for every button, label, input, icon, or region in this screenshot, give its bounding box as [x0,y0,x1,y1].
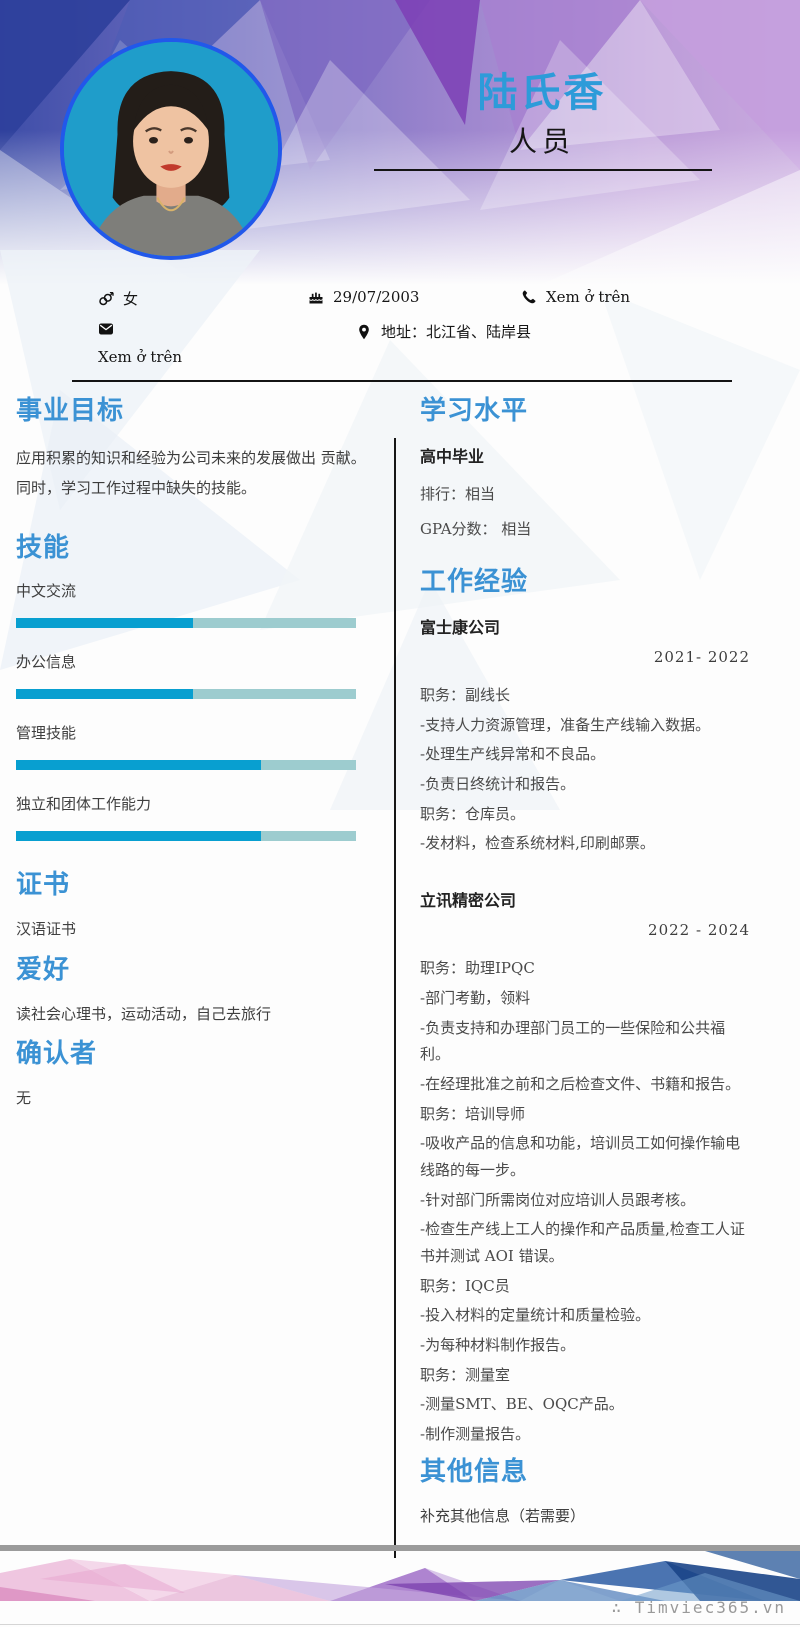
skills-list: 中文交流 办公信息 管理技能 独立和团体工作能力 [16,580,372,841]
skill-progress-bar [16,831,356,841]
skill-progress-fill [16,831,261,841]
education-gpa: GPA分数： 相当 [420,520,532,538]
hobbies-text: 读社会心理书，运动活动，自己去旅行 [16,1004,272,1023]
site-watermark: ∴ Timviec365.vn [611,1598,786,1617]
job-detail-line: -部门考勤，领料 [420,988,531,1007]
skill-item: 独立和团体工作能力 [16,793,372,841]
job-detail-line: -制作测量报告。 [420,1425,531,1444]
job-detail-line: -负责日终统计和报告。 [420,775,576,794]
section-heading-other: 其他信息 [420,1455,529,1486]
certificate-text: 汉语证书 [16,920,77,938]
contact-gender: 女 [98,288,138,309]
column-divider [394,438,396,1558]
location-icon [359,324,369,339]
address-value: 地址：北江省、陆岸县 [381,323,532,341]
section-heading-experience: 工作经验 [420,566,529,596]
profile-photo [60,38,282,260]
company-name: 富士康公司 [420,618,501,637]
profile-photo-illustration [64,42,278,256]
skill-label: 办公信息 [16,653,77,671]
job-detail-lines: 职务：副线长 -支持人力资源管理，准备生产线输入数据。 -处理生产线异常和不良品。 -… [420,682,750,857]
phone-icon [522,290,536,304]
employment-period: 2022 - 2024 [648,921,750,940]
skill-progress-bar [16,689,356,699]
right-column: 学习水平 高中毕业 排行：相当 GPA分数： 相当 工作经验 富士康公司 202… [420,390,750,1535]
job-detail-line: 职务：仓库员。 [420,804,526,823]
education-degree: 高中毕业 [420,447,485,466]
job-detail-lines: 职务：助理IPQC -部门考勤，领料 -负责支持和办理部门员工的一些保险和公共福利。… [420,955,750,1448]
skill-progress-fill [16,618,193,628]
job-detail-line: -为每种材料制作报告。 [420,1336,576,1355]
job-detail-line: -检查生产线上工人的操作和产品质量,检查工人证书并测试 AOI 错误。 [420,1220,745,1265]
birthday-value: 29/07/2003 [333,288,420,306]
employment-period: 2021- 2022 [653,648,750,666]
skill-progress-bar [16,618,356,628]
candidate-position: 人员 [508,125,575,158]
gender-icon [99,291,114,305]
phone-value: Xem ở trên [546,288,631,306]
experience-entry: 富士康公司 2021- 2022 职务：副线长 -支持人力资源管理，准备生产线输入… [420,614,750,857]
section-heading-objective: 事业目标 [16,395,125,425]
job-detail-line: -发材料，检查系统材料,印刷邮票。 [420,834,655,853]
section-heading-references: 确认者 [16,1038,98,1068]
experience-entry: 立讯精密公司 2022 - 2024 职务：助理IPQC -部门考勤，领料 -负责支… [420,887,750,1448]
email-icon [99,323,113,335]
job-detail-line: -针对部门所需岗位对应培训人员跟考核。 [420,1190,696,1209]
job-detail-line: -处理生产线异常和不良品。 [420,745,606,764]
bottom-hairline [0,1624,800,1625]
job-detail-line: 职务：培训导师 [420,1104,526,1123]
skill-item: 中文交流 [16,580,372,628]
objective-text: 应用积累的知识和经验为公司未来的发展做出 贡献。同时，学习工作过程中缺失的技能。 [16,449,366,497]
birthday-icon [309,292,323,304]
job-detail-line: -在经理批准之前和之后检查文件、书籍和报告。 [420,1074,741,1093]
footer-polygon-art [0,1551,800,1601]
skill-progress-fill [16,689,193,699]
skill-item: 管理技能 [16,722,372,770]
footer-gray-bar [0,1545,800,1551]
skill-progress-fill [16,760,261,770]
contact-email [98,321,114,337]
contact-address: 地址：北江省、陆岸县 [356,321,531,342]
email-value: Xem ở trên [98,348,183,366]
title-underline [374,169,712,171]
skill-progress-bar [16,760,356,770]
section-heading-certificates: 证书 [16,869,71,899]
left-column: 事业目标 应用积累的知识和经验为公司未来的发展做出 贡献。同时，学习工作过程中缺… [16,390,372,1118]
experience-list: 富士康公司 2021- 2022 职务：副线长 -支持人力资源管理，准备生产线输入… [420,614,750,1448]
job-detail-line: 职务：副线长 [420,686,511,704]
job-detail-line: 职务：助理IPQC [420,959,535,978]
job-detail-line: -负责支持和办理部门员工的一些保险和公共福利。 [420,1018,726,1064]
contact-divider [72,380,732,382]
skill-label: 管理技能 [16,724,77,742]
section-heading-skills: 技能 [16,532,71,562]
job-detail-line: -支持人力资源管理，准备生产线输入数据。 [420,715,711,734]
company-name: 立讯精密公司 [420,891,517,911]
job-detail-line: 职务：测量室 [420,1365,511,1384]
section-heading-hobbies: 爱好 [16,953,71,984]
references-text: 无 [16,1089,32,1107]
skill-item: 办公信息 [16,651,372,699]
job-detail-line: -投入材料的定量统计和质量检验。 [420,1306,651,1325]
education-rank: 排行：相当 [420,485,496,503]
other-info-text: 补充其他信息（若需要） [420,1506,586,1525]
job-detail-line: -吸收产品的信息和功能，培训员工如何操作输电线路的每一步。 [420,1134,741,1179]
gender-value: 女 [123,290,139,308]
contact-phone: Xem ở trên [521,288,630,306]
skill-label: 中文交流 [16,582,77,600]
skill-label: 独立和团体工作能力 [16,795,152,813]
section-heading-education: 学习水平 [420,395,529,425]
contact-birthday: 29/07/2003 [308,288,419,306]
job-detail-line: 职务：IQC员 [420,1276,510,1295]
job-detail-line: -测量SMT、BE、OQC产品。 [420,1395,624,1414]
candidate-name: 陆氏香 [477,69,607,116]
